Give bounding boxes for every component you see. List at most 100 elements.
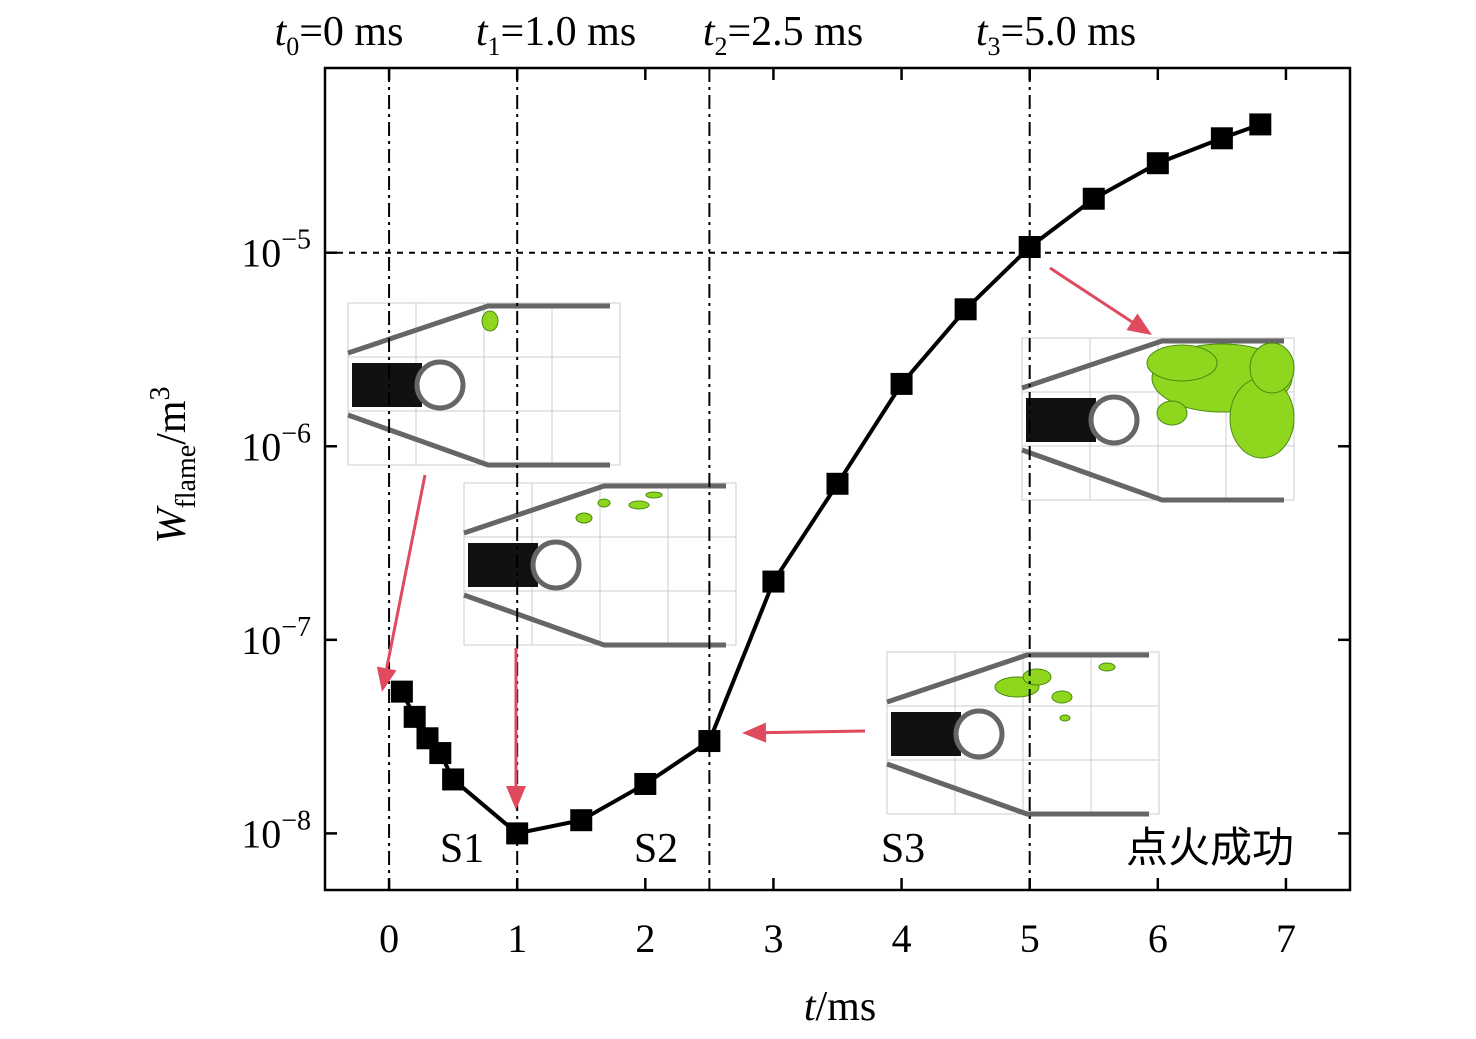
- data-point: [506, 822, 529, 845]
- stage-label: 点火成功: [1126, 826, 1294, 872]
- inset: [1021, 337, 1295, 503]
- arrow-head: [742, 722, 767, 743]
- inset-bluff: [1088, 394, 1140, 446]
- inset: [347, 302, 621, 468]
- flame-blob: [1098, 662, 1116, 672]
- flame-blob: [481, 310, 499, 332]
- label-part: /ms: [815, 984, 876, 1030]
- inset-jet: [1026, 398, 1096, 442]
- label-part: t: [976, 9, 989, 55]
- flame-blob: [575, 512, 593, 524]
- flame-blob: [1146, 344, 1218, 382]
- data-point: [1018, 236, 1041, 259]
- data-point: [1146, 152, 1169, 175]
- stage-label: S3: [881, 826, 925, 872]
- arrow: [385, 474, 427, 669]
- label-part: =5.0 ms: [1000, 9, 1136, 55]
- y-tick-label: 10−5: [241, 225, 311, 276]
- stage-label: S1: [440, 826, 484, 872]
- arrow-head: [1126, 313, 1152, 335]
- y-tick-base: 10: [241, 231, 281, 276]
- inset-wall: [463, 483, 726, 648]
- label-part: /m: [149, 400, 195, 445]
- y-tick-base: 10: [241, 618, 281, 663]
- label: t3=5.0 ms: [976, 9, 1136, 61]
- label: t2=2.5 ms: [703, 9, 863, 61]
- inset-jet: [468, 543, 538, 587]
- inset-bluff: [530, 539, 582, 591]
- inset-wall: [886, 652, 1149, 817]
- data-point: [403, 705, 426, 728]
- data-point: [390, 680, 413, 703]
- data-point: [890, 372, 913, 395]
- label-part: 2: [714, 32, 727, 61]
- data-point: [1082, 187, 1105, 210]
- arrow-head: [376, 666, 397, 692]
- data-point: [954, 298, 977, 321]
- arrow-head: [506, 786, 526, 810]
- y-tick-label: 10−6: [241, 418, 311, 469]
- label-part: t: [703, 9, 716, 55]
- data-point: [429, 742, 452, 765]
- x-tick-label: 7: [1276, 916, 1296, 961]
- flame-blob: [1051, 690, 1073, 704]
- x-tick-label: 0: [379, 916, 399, 961]
- plot-frame: [323, 66, 1352, 892]
- inset-bluff: [953, 708, 1005, 760]
- label-part: flame: [171, 445, 202, 509]
- x-tick-label: 4: [892, 916, 912, 961]
- flame-blob: [1156, 400, 1188, 426]
- flame-blob: [1249, 342, 1295, 394]
- flame-blob: [645, 491, 663, 499]
- y-tick-label: 10−7: [241, 612, 311, 663]
- inset: [886, 651, 1160, 817]
- label-part: 3: [987, 32, 1000, 61]
- label: t0=0 ms: [275, 9, 404, 61]
- label-part: t: [476, 9, 489, 55]
- data-point: [1249, 113, 1272, 136]
- label-part: 0: [286, 32, 299, 61]
- inset-jet: [891, 712, 961, 756]
- label-part: t: [804, 984, 817, 1030]
- label-part: W: [149, 505, 195, 544]
- x-tick-label: 1: [507, 916, 527, 961]
- x-tick-label: 5: [1020, 916, 1040, 961]
- y-tick-exponent: −8: [281, 805, 311, 836]
- label-part: =2.5 ms: [727, 9, 863, 55]
- data-point: [826, 472, 849, 495]
- x-tick-label: 3: [763, 916, 783, 961]
- y-tick-exponent: −7: [281, 612, 311, 643]
- data-point: [442, 768, 465, 791]
- x-tick-label: 6: [1148, 916, 1168, 961]
- y-tick-exponent: −5: [281, 225, 311, 256]
- data-point: [634, 772, 657, 795]
- flame-blob: [628, 500, 650, 510]
- inset: [463, 482, 737, 648]
- label: t1=1.0 ms: [476, 9, 636, 61]
- label-part: t: [275, 9, 288, 55]
- label: Wflame/m3: [145, 386, 202, 543]
- flame-blob: [1022, 668, 1052, 686]
- inset-jet: [352, 363, 422, 407]
- label-part: 1: [487, 32, 500, 61]
- data-point: [698, 730, 721, 753]
- data-point: [762, 570, 785, 593]
- y-tick-base: 10: [241, 811, 281, 856]
- label-part: =1.0 ms: [500, 9, 636, 55]
- data-point: [570, 809, 593, 832]
- y-tick-exponent: −6: [281, 418, 311, 449]
- data-point: [1210, 127, 1233, 150]
- arrow: [765, 729, 866, 735]
- flame-blob: [597, 498, 611, 508]
- label-part: 3: [145, 386, 176, 400]
- y-tick-base: 10: [241, 424, 281, 469]
- label: t/ms: [804, 984, 876, 1030]
- inset-bluff: [414, 359, 466, 411]
- x-tick-label: 2: [635, 916, 655, 961]
- y-tick-label: 10−8: [241, 805, 311, 856]
- flame-blob: [1059, 714, 1071, 722]
- inset-wall: [1021, 338, 1284, 503]
- label-part: =0 ms: [299, 9, 403, 55]
- stage-label: S2: [634, 826, 678, 872]
